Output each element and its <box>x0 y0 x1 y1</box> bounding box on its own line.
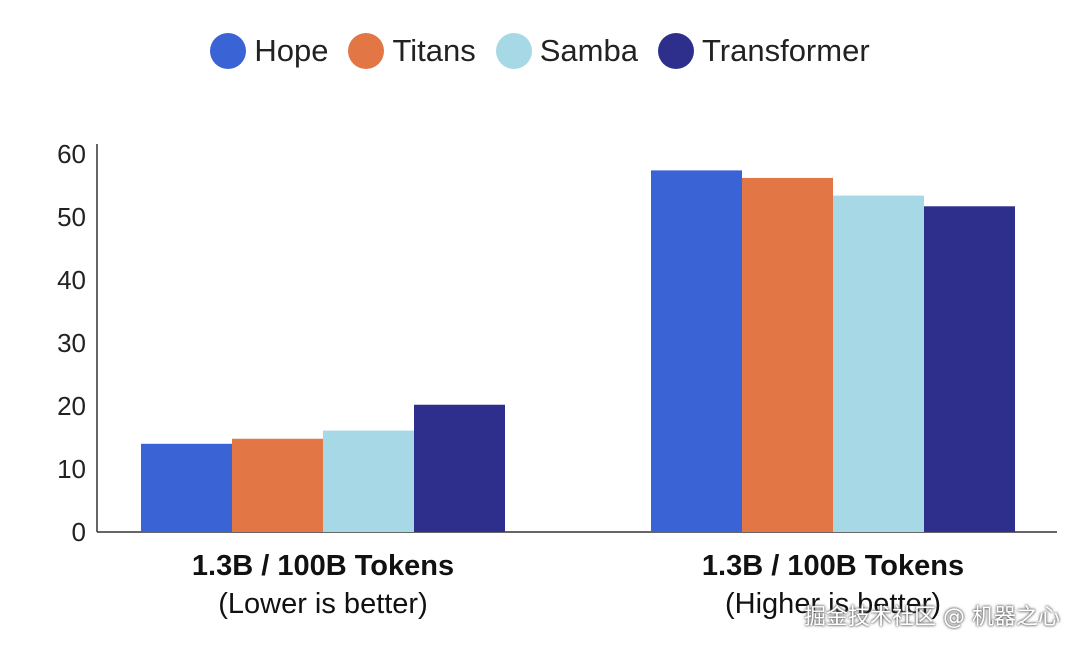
legend-label: Transformer <box>701 33 870 68</box>
category-sublabel: (Higher is better) <box>725 588 941 620</box>
legend-item-hope: Hope <box>210 33 328 69</box>
legend-label: Hope <box>254 33 329 68</box>
legend-label: Samba <box>539 33 638 68</box>
y-tick-label: 60 <box>57 139 86 169</box>
legend-swatch <box>210 33 247 69</box>
legend-swatch <box>348 33 385 69</box>
legend-item-samba: Samba <box>495 33 638 69</box>
category-label: 1.3B / 100B Tokens <box>702 550 964 582</box>
legend-swatch <box>657 33 694 69</box>
bar-titans-group-2 <box>742 177 833 532</box>
bar-transformer-group-1 <box>414 404 505 532</box>
bar-hope-group-1 <box>141 443 232 532</box>
watermark: 掘金技术社区 @ 机器之心 <box>804 605 1060 630</box>
y-tick-label: 20 <box>57 391 86 421</box>
bar-transformer-group-2 <box>924 206 1015 533</box>
y-tick-label: 50 <box>57 202 86 232</box>
bar-samba-group-1 <box>323 430 414 532</box>
category-label: 1.3B / 100B Tokens <box>192 550 454 582</box>
legend-item-titans: Titans <box>348 33 476 69</box>
legend-swatch <box>495 33 532 69</box>
bar-samba-group-2 <box>833 195 924 532</box>
y-tick-label: 30 <box>57 328 86 358</box>
y-tick-label: 10 <box>57 454 86 484</box>
legend: Hope Titans Samba Transformer <box>0 26 1080 76</box>
bar-titans-group-1 <box>232 438 323 532</box>
y-tick-label: 0 <box>72 517 86 547</box>
category-sublabel: (Lower is better) <box>218 588 428 620</box>
legend-item-transformer: Transformer <box>657 33 870 69</box>
bar-hope-group-2 <box>651 170 742 532</box>
legend-label: Titans <box>392 33 476 68</box>
y-tick-label: 40 <box>57 265 86 295</box>
